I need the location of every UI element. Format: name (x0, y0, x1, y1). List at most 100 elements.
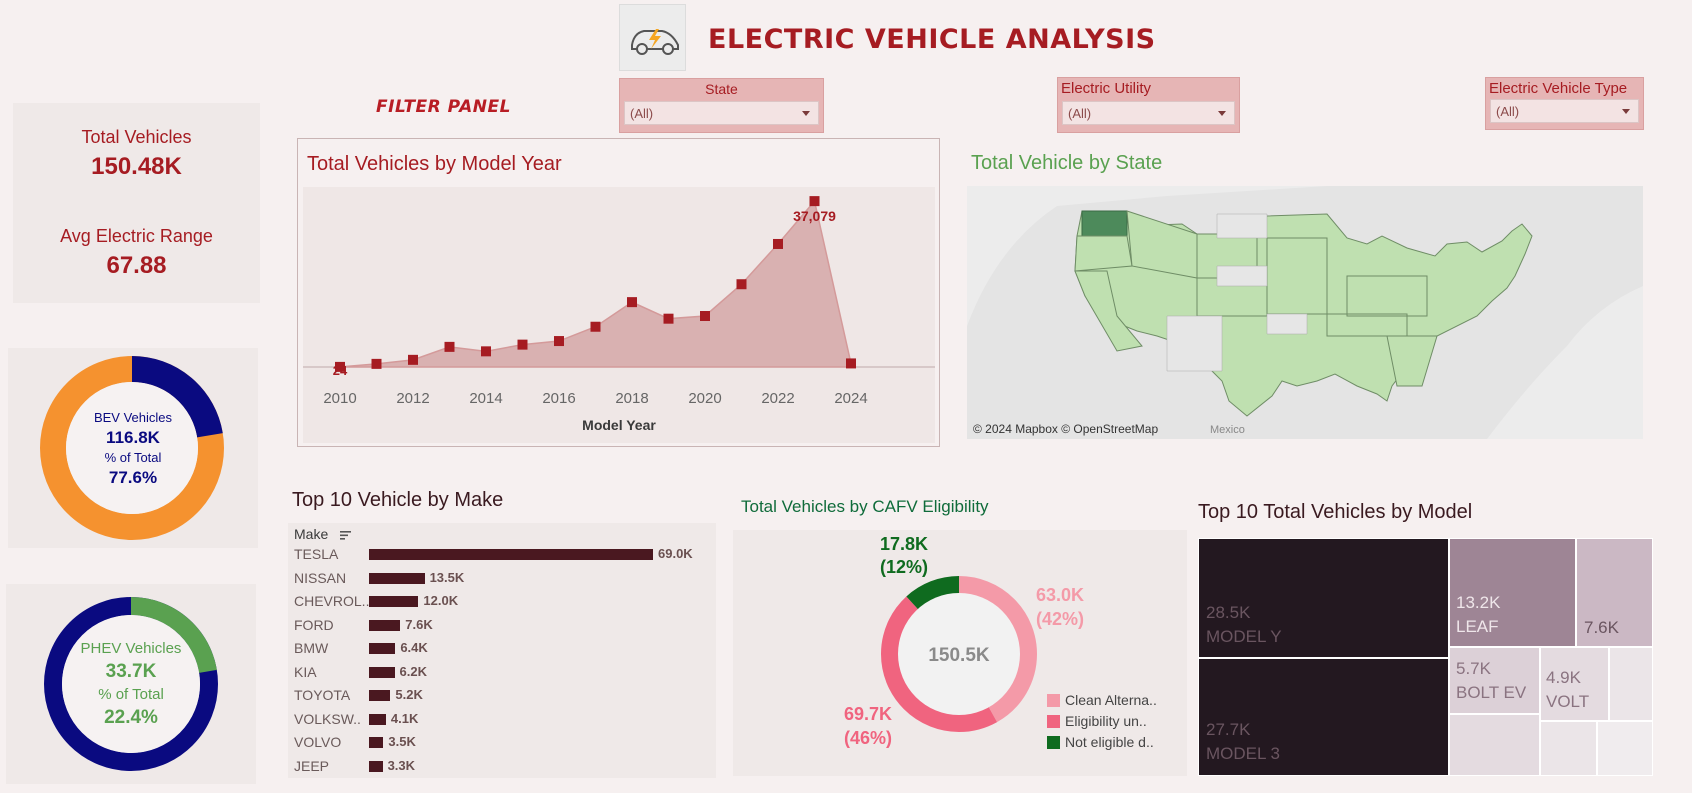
treemap-cell-model-3[interactable] (1198, 658, 1449, 776)
model-year-marker[interactable] (846, 358, 856, 369)
treemap-bolt-name: BOLT EV (1456, 683, 1527, 702)
make-bar-row[interactable]: KIA 6.2K (288, 661, 708, 683)
cafv-donut-chart[interactable]: 150.5K (733, 530, 1187, 776)
make-column-header[interactable]: Make (294, 526, 352, 543)
cafv-segment-not-eligible[interactable] (881, 576, 1037, 732)
cafv-label-light: 63.0K (42%) (1036, 583, 1084, 631)
legend-swatch-green (1047, 736, 1060, 749)
phev-donut-card: PHEV Vehicles 33.7K % of Total 22.4% (6, 584, 256, 784)
model-year-marker[interactable] (627, 297, 637, 308)
treemap-cell-7[interactable] (1609, 647, 1653, 721)
make-bar-row[interactable]: BMW 6.4K (288, 637, 708, 659)
treemap-bolt-value: 5.7K (1456, 659, 1491, 678)
make-bar[interactable] (369, 737, 384, 748)
electric-utility-filter[interactable]: Electric Utility (All) (1057, 77, 1240, 133)
model-year-marker[interactable] (335, 361, 345, 372)
model-year-marker[interactable] (590, 321, 601, 332)
state-filter[interactable]: State (All) (619, 78, 824, 133)
make-bar-row[interactable]: CHEVROL.. 12.0K (288, 590, 708, 612)
make-bar[interactable] (369, 596, 419, 607)
treemap-cell-9[interactable] (1540, 721, 1597, 776)
make-bar[interactable] (369, 549, 653, 560)
cafv-center-label: 150.5K (928, 645, 990, 666)
make-bar-label: TESLA (294, 546, 339, 562)
chevron-down-icon[interactable] (802, 111, 810, 116)
bev-value: 116.8K (106, 428, 160, 447)
cafv-light-value: 63.0K (1036, 585, 1085, 605)
model-year-marker[interactable] (408, 354, 418, 365)
treemap-model-3-value: 27.7K (1206, 720, 1251, 739)
cafv-panel: 150.5K 17.8K (12%) 63.0K (42%) 69.7K (46… (733, 530, 1187, 776)
make-bar[interactable] (369, 572, 425, 584)
make-bar-row[interactable]: JEEP 3.3K (288, 755, 708, 777)
make-bar-row[interactable]: VOLVO 3.5K (288, 731, 708, 753)
state-filter-select[interactable]: (All) (624, 101, 819, 125)
sort-icon[interactable] (340, 527, 352, 543)
avg-range-label: Avg Electric Range (60, 226, 213, 246)
make-bar[interactable] (369, 713, 386, 725)
make-bar-row[interactable]: TESLA 69.0K (288, 543, 708, 565)
map-title: Total Vehicle by State (971, 152, 1163, 174)
us-map-svg[interactable] (967, 186, 1643, 439)
model-year-marker[interactable] (736, 279, 747, 290)
chevron-down-icon[interactable] (1218, 111, 1226, 116)
treemap-cell-8[interactable] (1449, 714, 1540, 776)
cafv-segment-unknown[interactable] (881, 576, 1037, 732)
chevron-down-icon[interactable] (1622, 109, 1630, 114)
make-bar[interactable] (369, 643, 396, 654)
make-bar-value: 69.0K (658, 546, 693, 561)
model-year-marker[interactable] (663, 313, 674, 324)
make-bar-value: 3.3K (387, 757, 416, 773)
phev-label: PHEV Vehicles (80, 640, 182, 657)
make-bar-row[interactable]: VOLKSW.. 4.1K (288, 708, 708, 730)
treemap-cell-volt[interactable] (1540, 647, 1609, 721)
ev-type-filter[interactable]: Electric Vehicle Type (All) (1485, 77, 1644, 130)
make-bar[interactable] (369, 619, 401, 631)
make-bar-value: 5.2K (395, 687, 423, 702)
model-year-tick-label: 2022 (761, 390, 794, 407)
treemap-cell-leaf[interactable] (1449, 538, 1576, 647)
model-year-marker[interactable] (700, 311, 710, 321)
cafv-legend-item[interactable]: Not eligible d.. (1047, 732, 1157, 753)
treemap-cell-bolt-ev[interactable] (1449, 647, 1540, 714)
treemap-cell-4[interactable] (1576, 538, 1653, 647)
make-bar-row[interactable]: TOYOTA 5.2K (288, 684, 708, 706)
model-year-xlabel: Model Year (582, 417, 656, 433)
model-year-marker[interactable] (517, 339, 528, 350)
make-bar[interactable] (369, 666, 395, 678)
state-map[interactable]: © 2024 Mapbox © OpenStreetMap Mexico (967, 186, 1643, 439)
cafv-legend-item[interactable]: Clean Alterna.. (1047, 690, 1157, 711)
model-year-marker[interactable] (444, 341, 455, 352)
cafv-green-value: 17.8K (880, 534, 929, 554)
model-year-tick-label: 2016 (542, 390, 575, 407)
model-year-marker[interactable] (773, 238, 783, 249)
nebraska (1216, 265, 1268, 287)
ev-type-filter-select[interactable]: (All) (1490, 99, 1639, 123)
make-bar[interactable] (369, 760, 383, 772)
cafv-legend-item[interactable]: Eligibility un.. (1047, 711, 1157, 732)
make-bar[interactable] (369, 690, 391, 701)
phev-pct-label: % of Total (98, 686, 164, 703)
electric-utility-filter-select[interactable]: (All) (1062, 101, 1235, 125)
model-year-area-chart[interactable]: 2010 2012 2014 2016 2018 2020 2022 2024 37,079 … (298, 139, 941, 448)
model-year-marker[interactable] (554, 336, 564, 347)
model-year-marker[interactable] (371, 358, 382, 369)
map-attribution: © 2024 Mapbox © OpenStreetMap (973, 422, 1159, 436)
treemap-cell-10[interactable] (1597, 721, 1653, 776)
treemap[interactable]: 28.5K MODEL Y 27.7K MODEL 3 13.2K LEAF 7… (1198, 538, 1653, 776)
make-bar-row[interactable]: FORD 7.6K (288, 614, 708, 636)
phev-donut-chart[interactable] (6, 584, 256, 784)
treemap-model-y-name: MODEL Y (1206, 627, 1282, 646)
ev-type-filter-label: Electric Vehicle Type (1489, 80, 1628, 97)
phev-pct: 22.4% (104, 707, 158, 728)
model-year-low-label: 24 (333, 363, 348, 378)
model-year-marker[interactable] (481, 346, 491, 357)
make-bar-row[interactable]: NISSAN 13.5K (288, 567, 708, 589)
treemap-cell-model-y[interactable] (1198, 538, 1449, 658)
model-year-marker[interactable] (809, 196, 820, 207)
montana-idaho (1126, 210, 1198, 279)
make-bar-value: 6.4K (400, 640, 428, 655)
make-bar-label: CHEVROL.. (294, 593, 370, 609)
oregon-state (1074, 235, 1133, 272)
bev-donut-chart[interactable] (8, 348, 258, 548)
